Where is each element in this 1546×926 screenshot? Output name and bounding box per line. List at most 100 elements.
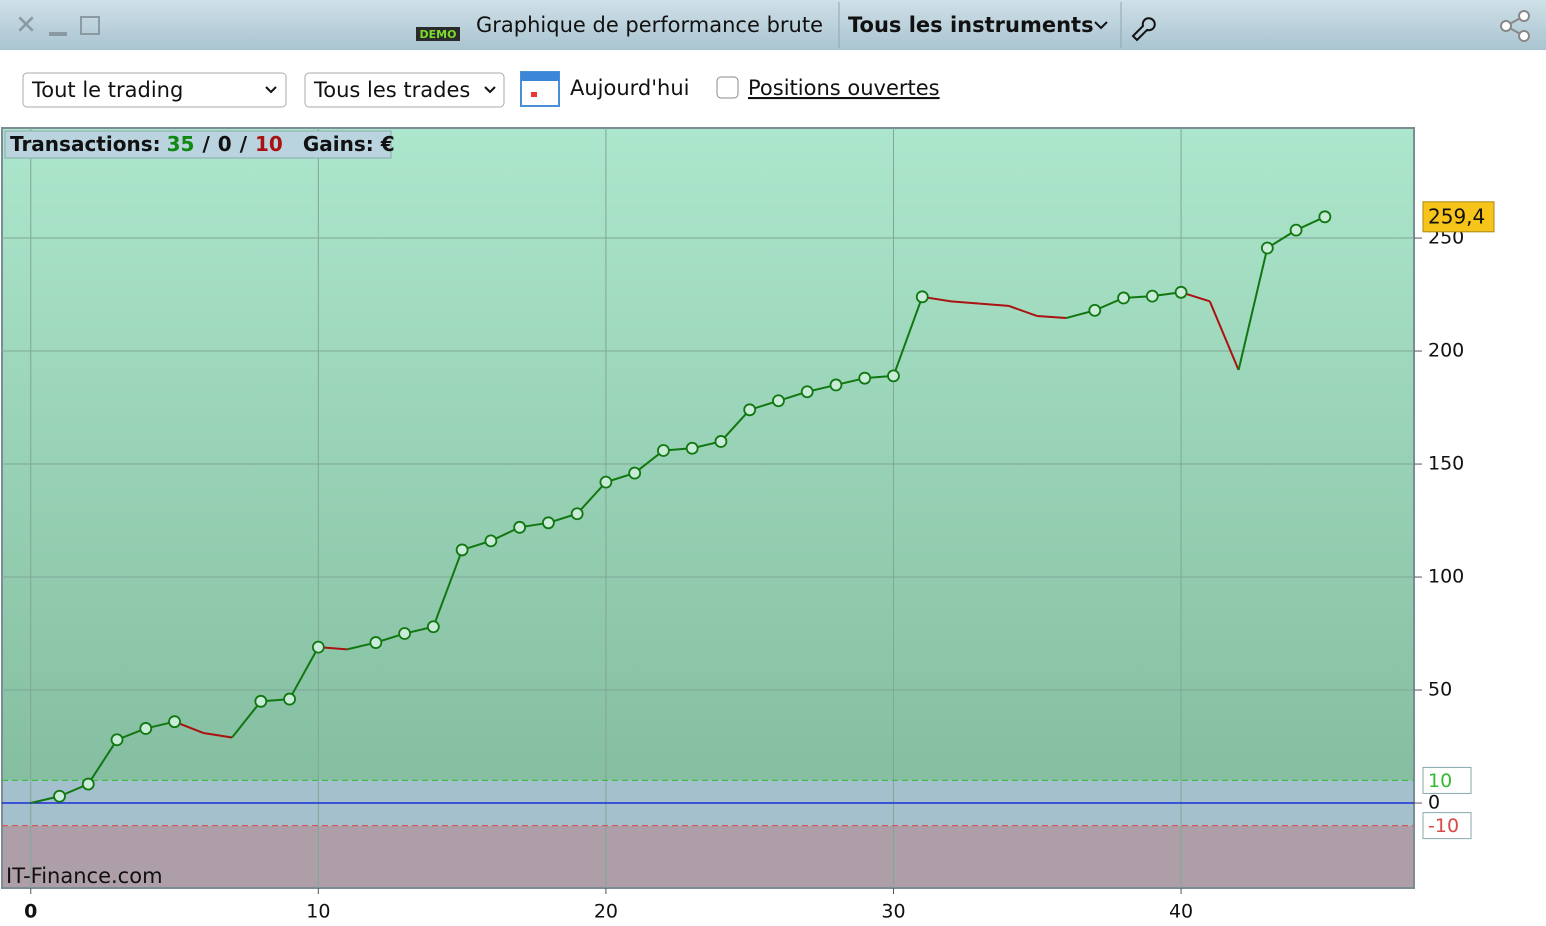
- summary: Transactions: 35 / 0 / 10 Gains: €: [10, 132, 395, 156]
- win-marker: [800, 385, 814, 399]
- minimize-button[interactable]: [49, 32, 67, 36]
- win-marker: [398, 627, 412, 640]
- select-arrow: [265, 86, 277, 94]
- line-segment: [1208, 300, 1240, 371]
- line-segment: [576, 481, 607, 515]
- trading-select-label: Tout le trading: [31, 78, 183, 102]
- win-marker: [570, 507, 584, 521]
- y-tick-label: 100: [1428, 566, 1464, 588]
- y-tick-label: 200: [1428, 340, 1464, 362]
- win-marker: [168, 715, 181, 729]
- menu-arrow: [1094, 21, 1108, 30]
- summary-label: Transactions:: [10, 132, 161, 156]
- watermark: IT-Finance.com: [6, 864, 163, 888]
- win-marker: [455, 543, 469, 557]
- line-segment: [288, 646, 320, 700]
- line-segment: [203, 731, 233, 739]
- win-marker: [1289, 223, 1303, 237]
- gains-label: Gains: €: [303, 132, 395, 156]
- neutral: 0: [218, 132, 232, 156]
- line-segment: [87, 739, 118, 785]
- win-marker: [53, 789, 66, 803]
- x-tick-label: 30: [881, 901, 905, 923]
- win-marker: [685, 441, 699, 455]
- win-marker: [829, 378, 843, 392]
- calendar-icon[interactable]: [520, 71, 560, 107]
- reference-label-box: [1422, 812, 1472, 840]
- select-arrow: [484, 86, 496, 94]
- losses: 10: [255, 132, 283, 156]
- reference-label: -10: [1428, 815, 1459, 837]
- trades-select-label: Tous les trades: [313, 78, 470, 102]
- trading-select[interactable]: [22, 72, 287, 108]
- line-segment: [231, 700, 262, 739]
- win-marker: [599, 475, 613, 489]
- win-marker: [426, 620, 440, 634]
- win-marker: [369, 636, 383, 649]
- demo-badge: DEMO: [420, 28, 457, 41]
- win-marker: [628, 466, 642, 480]
- win-marker: [1088, 303, 1102, 317]
- reference-label: 10: [1428, 770, 1452, 792]
- line-segment: [1037, 315, 1067, 320]
- x-tick-label: 10: [306, 901, 330, 923]
- line-segment: [1008, 304, 1038, 317]
- win-marker: [1318, 210, 1332, 224]
- close-button[interactable]: ✕: [15, 11, 37, 41]
- win-marker: [858, 371, 872, 385]
- demo-icon: [416, 27, 460, 41]
- win-marker: [1174, 285, 1188, 299]
- win-marker: [714, 435, 728, 448]
- last-value-label: 259,4: [1428, 204, 1485, 228]
- line-segment: [720, 409, 751, 443]
- window-title: Graphique de performance brute: [476, 13, 823, 37]
- win-marker: [541, 516, 555, 530]
- win-marker: [887, 369, 900, 383]
- win-marker: [1260, 241, 1274, 255]
- win-marker: [283, 692, 296, 706]
- line-segment: [432, 549, 464, 628]
- line-segment: [979, 302, 1009, 307]
- summary-box: [4, 130, 392, 159]
- line-segment: [1237, 247, 1269, 371]
- win-marker: [81, 777, 95, 791]
- win-marker: [484, 534, 498, 548]
- line-segment: [950, 300, 980, 305]
- win-marker: [772, 394, 785, 408]
- title-bar: [0, 0, 1546, 50]
- instrument-menu[interactable]: Tous les instruments: [848, 13, 1094, 37]
- win-marker: [1145, 289, 1159, 303]
- wins: 35: [167, 132, 195, 156]
- line-segment: [892, 296, 924, 377]
- y-tick-label: 50: [1428, 679, 1452, 701]
- y-tick-label: 0: [1428, 792, 1440, 814]
- plot-border: [1, 127, 1415, 889]
- checkbox[interactable]: [716, 76, 739, 99]
- win-marker: [139, 722, 153, 735]
- win-marker: [743, 403, 757, 417]
- win-marker: [657, 444, 670, 457]
- x-tick-label: 40: [1169, 901, 1193, 923]
- separator: /: [240, 132, 248, 156]
- maximize-button[interactable]: [80, 16, 100, 35]
- loss-zone: [2, 825, 1414, 888]
- plot-area: [1, 127, 1415, 889]
- share-icon[interactable]: [1500, 10, 1530, 42]
- win-marker: [311, 640, 325, 654]
- win-marker: [254, 694, 268, 708]
- date-label[interactable]: Aujourd'hui: [570, 76, 690, 100]
- x-tick-label: 0: [24, 901, 37, 923]
- profit-zone: [2, 128, 1414, 781]
- y-tick-label: 150: [1428, 453, 1464, 475]
- settings-icon[interactable]: [1131, 17, 1156, 42]
- win-marker: [915, 290, 929, 304]
- win-marker: [110, 733, 124, 747]
- trades-select[interactable]: [304, 72, 505, 108]
- win-marker: [1117, 291, 1130, 305]
- reference-label-box: [1422, 766, 1472, 794]
- checkbox-label[interactable]: Positions ouvertes: [748, 76, 940, 100]
- separator: /: [202, 132, 210, 156]
- x-tick-label: 20: [594, 901, 618, 923]
